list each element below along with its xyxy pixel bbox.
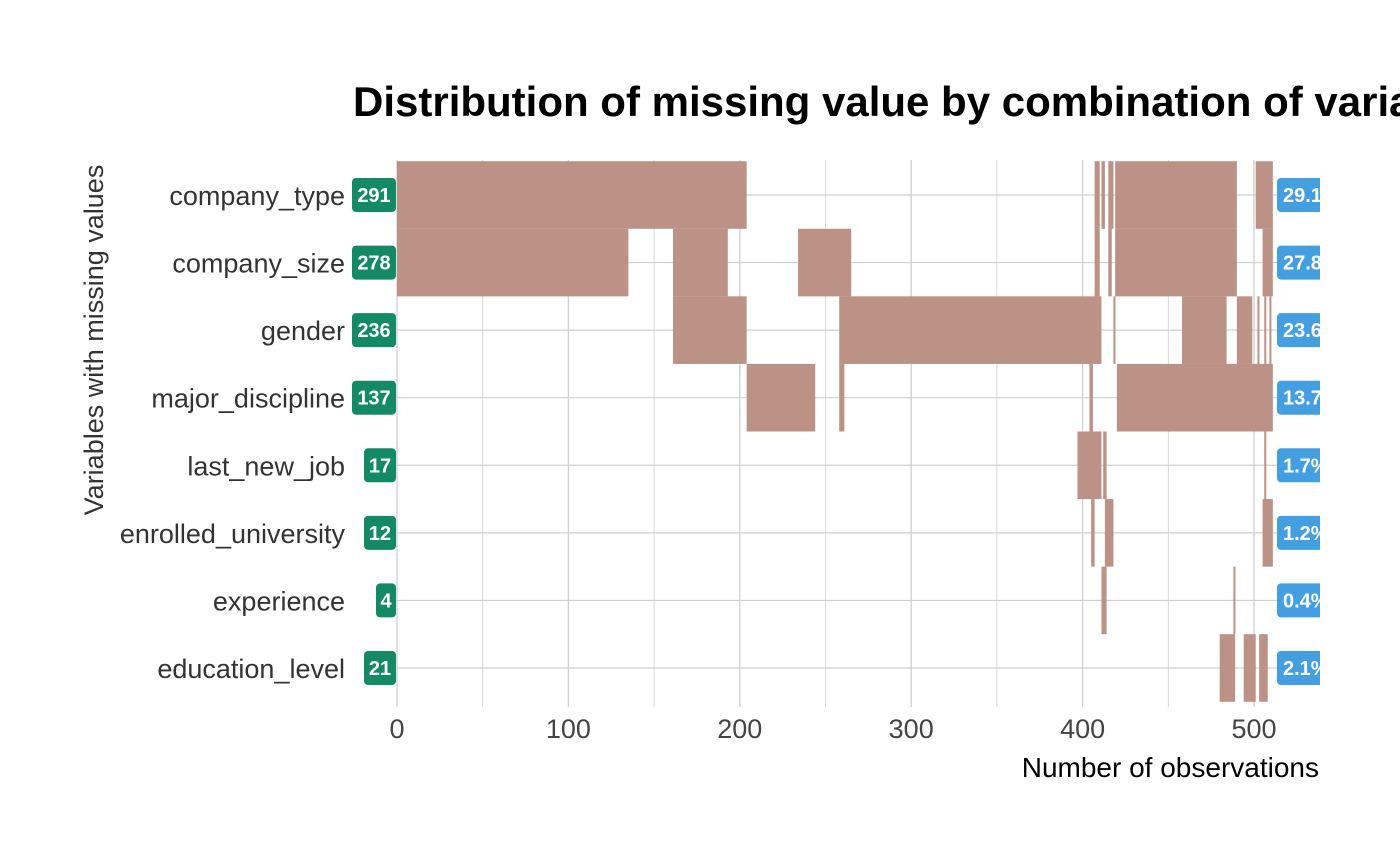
missing-segment [1103, 431, 1107, 500]
missing-segment [1236, 296, 1253, 364]
missing-segment [1108, 161, 1114, 229]
count-badge-text: 17 [369, 455, 391, 477]
missing-segment [1077, 431, 1102, 500]
missing-segment [672, 228, 728, 297]
missing-segment [1262, 228, 1273, 297]
missing-segment [1101, 161, 1105, 229]
missing-segment [397, 161, 747, 229]
count-badge-text: 12 [369, 523, 391, 545]
y-axis-title: Variables with missing values [79, 165, 109, 516]
x-axis-title: Number of observations [1022, 752, 1319, 783]
count-badge-text: 21 [369, 658, 391, 680]
missing-segment [1264, 296, 1267, 364]
missing-segment [1259, 634, 1268, 702]
variable-label: enrolled_university [120, 519, 346, 549]
count-badge [352, 313, 396, 348]
count-badge [364, 448, 396, 483]
missing-segment [1091, 499, 1095, 567]
missing-segment [1264, 431, 1267, 500]
variable-label: company_size [172, 249, 345, 279]
missing-segment [1269, 296, 1272, 364]
count-badge [364, 650, 396, 685]
percent-badge-text: 2.1% [1283, 658, 1329, 680]
variable-label: company_type [169, 181, 345, 211]
missing-segment [1115, 228, 1237, 297]
chart-title: Distribution of missing value by combina… [353, 78, 1400, 125]
missing-segment [1116, 363, 1273, 432]
count-badge [364, 515, 396, 550]
count-badge-text: 291 [357, 185, 390, 207]
x-tick-label: 100 [546, 714, 591, 744]
count-badge-text: 278 [357, 253, 390, 275]
count-badge-text: 236 [357, 320, 390, 342]
percent-badge-text: 0.4% [1283, 590, 1329, 612]
percent-badge-text: 1.2% [1283, 523, 1329, 545]
missing-segments [397, 161, 1273, 702]
x-axis-ticks: 0 100 200 300 400 500 [389, 714, 1276, 744]
x-tick-label: 0 [389, 714, 404, 744]
badges: 291 29.1%278 27.8%236 23.6%137 13.7%17 1.7%12… [352, 150, 1400, 717]
missing-segment [746, 363, 816, 432]
missing-segment [798, 228, 852, 297]
count-badge-text: 137 [357, 388, 390, 410]
x-tick-label: 400 [1060, 714, 1105, 744]
variable-label: major_discipline [151, 384, 345, 414]
missing-segment [1094, 161, 1100, 229]
x-tick-label: 200 [717, 714, 762, 744]
missing-segment [1108, 228, 1112, 297]
variable-label: last_new_job [187, 451, 345, 481]
missing-segment [672, 296, 747, 364]
x-tick-label: 500 [1231, 714, 1276, 744]
missing-segment [1262, 499, 1273, 567]
x-tick-label: 300 [889, 714, 934, 744]
missing-segment [1233, 566, 1236, 635]
count-badge [352, 380, 396, 415]
variable-label: education_level [157, 654, 345, 684]
missing-segment [839, 363, 845, 432]
missing-segment [397, 228, 629, 297]
variable-label: experience [213, 586, 345, 616]
missing-segment [1089, 363, 1093, 432]
missing-segment [1219, 634, 1236, 702]
missing-segment [1243, 634, 1256, 702]
missing-segment [1113, 296, 1116, 364]
missing-segment [1104, 499, 1114, 567]
missing-segment [839, 296, 1102, 364]
percent-badge-text: 1.7% [1283, 455, 1329, 477]
count-badge-text: 4 [380, 590, 392, 612]
count-badge [376, 583, 396, 618]
missing-segment [1182, 296, 1227, 364]
missing-segment [1101, 566, 1107, 635]
count-badge [352, 178, 396, 212]
variable-label: gender [261, 316, 345, 346]
missing-segment [1115, 161, 1237, 229]
count-badge [352, 245, 396, 280]
missing-segment [1255, 161, 1273, 229]
clip-mask [1320, 150, 1400, 717]
missing-segment [1094, 228, 1100, 297]
missing-segment [1257, 296, 1260, 364]
